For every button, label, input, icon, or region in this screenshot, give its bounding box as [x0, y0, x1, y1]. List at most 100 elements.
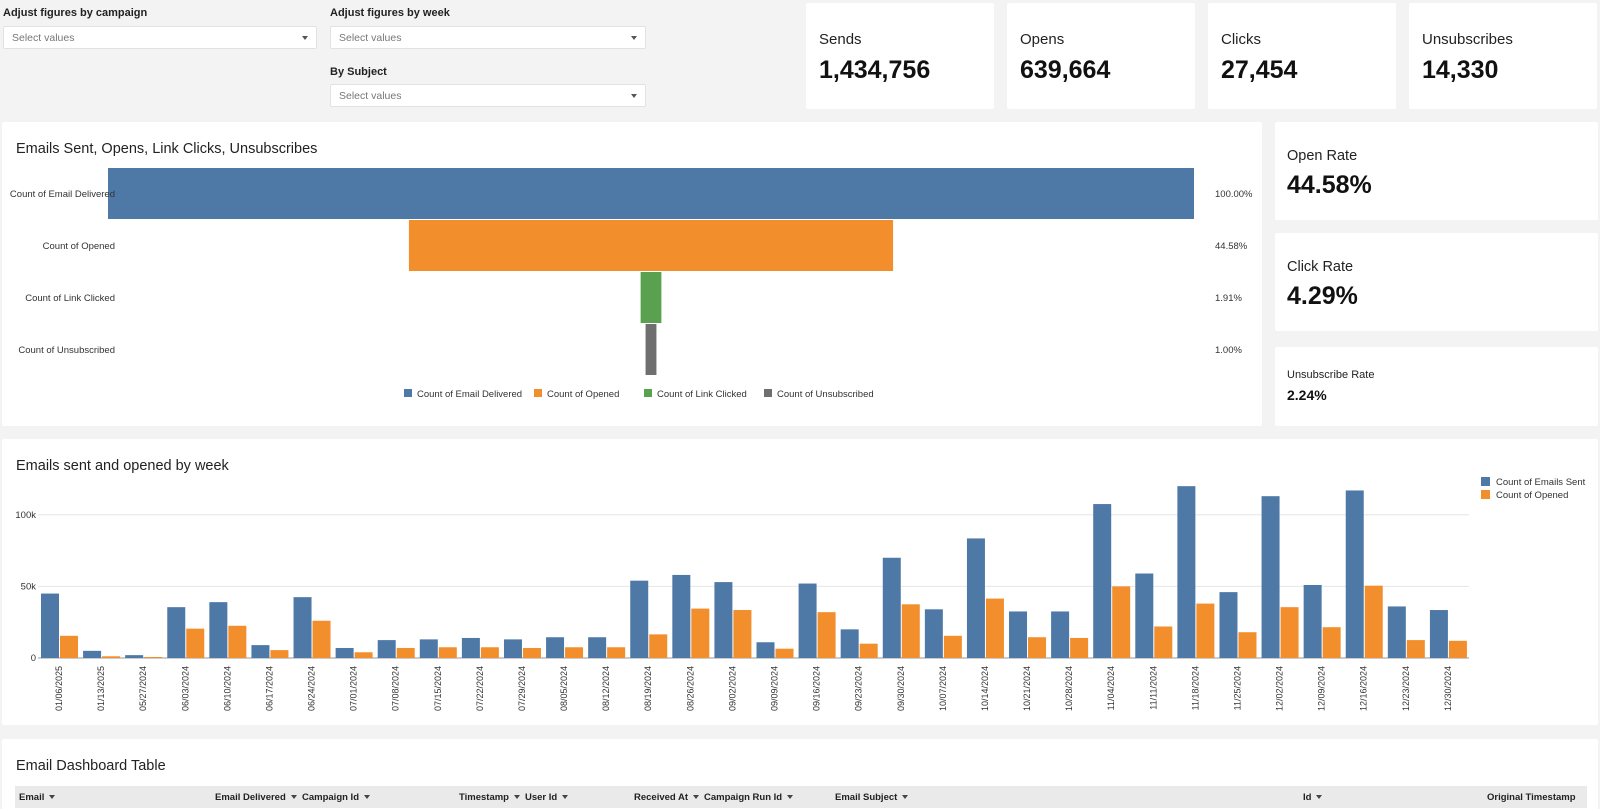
bar [251, 645, 270, 658]
bar [798, 583, 817, 658]
y-tick-label: 100k [15, 510, 36, 521]
y-tick-label: 50k [21, 581, 37, 592]
column-header-received-at[interactable]: Received At [634, 786, 700, 808]
x-tick-label: 08/12/2024 [601, 666, 611, 711]
bar [503, 639, 522, 658]
column-header-user-id[interactable]: User Id [525, 786, 569, 808]
bar [1238, 632, 1257, 658]
x-tick-label: 09/16/2024 [812, 666, 822, 711]
weekly-bar-chart-panel: Emails sent and opened by week 0 50k 100k 0… [2, 439, 1598, 725]
kpi-value: 14,330 [1422, 56, 1499, 84]
bar [588, 637, 607, 658]
bar [672, 574, 691, 658]
sort-caret-icon [49, 795, 56, 799]
bar [1387, 606, 1406, 658]
bar [438, 647, 457, 658]
bar [565, 647, 584, 658]
column-header-label: Email Delivered [215, 791, 286, 803]
bar [1364, 585, 1383, 658]
x-tick-label: 07/08/2024 [391, 666, 401, 711]
column-header-label: Campaign Run Id [704, 791, 783, 803]
bar [1028, 637, 1047, 658]
bar [859, 643, 878, 658]
bar [966, 538, 985, 658]
x-tick-label: 09/09/2024 [770, 666, 780, 711]
bar [649, 634, 668, 658]
kpi-card-opens: Opens 639,664 [1007, 3, 1195, 109]
bar [1051, 611, 1070, 658]
sort-caret-icon [290, 795, 297, 799]
kpi-label: Sends [819, 31, 862, 48]
chevron-down-icon [302, 35, 308, 40]
bar [335, 647, 354, 658]
filter-subject-select[interactable]: Select values [330, 84, 646, 107]
sort-caret-icon [562, 795, 569, 799]
x-tick-label: 09/02/2024 [727, 666, 737, 711]
column-header-label: Campaign Id [302, 791, 360, 803]
legend-label: Count of Emails Sent [1496, 477, 1586, 488]
filter-campaign-placeholder: Select values [12, 31, 75, 44]
legend-swatch [1481, 490, 1490, 499]
column-header-label: Id [1303, 791, 1312, 803]
chevron-down-icon [631, 93, 637, 98]
bar [60, 635, 78, 658]
filter-week-select[interactable]: Select values [330, 26, 646, 49]
bar [1196, 603, 1215, 658]
legend-swatch [534, 389, 542, 397]
sort-caret-icon [364, 795, 371, 799]
chevron-down-icon [631, 35, 637, 40]
bar [228, 625, 247, 658]
x-tick-label: 07/01/2024 [349, 666, 359, 711]
x-tick-label: 06/17/2024 [264, 666, 274, 711]
column-header-campaign-run-id[interactable]: Campaign Run Id [704, 786, 794, 808]
weekly-bar-chart-title: Emails sent and opened by week [16, 458, 229, 474]
kpi-value: 639,664 [1020, 56, 1111, 84]
column-header-email-delivered[interactable]: Email Delivered [215, 786, 297, 808]
bar [1177, 486, 1196, 658]
column-header-email-subject[interactable]: Email Subject [835, 786, 909, 808]
bar [817, 612, 836, 658]
filter-subject-placeholder: Select values [339, 89, 402, 102]
email-table-panel: Email Dashboard Table Email Email Delive… [2, 739, 1598, 809]
column-header-campaign-id[interactable]: Campaign Id [302, 786, 371, 808]
filter-campaign-select[interactable]: Select values [3, 26, 317, 49]
kpi-value: 4.29% [1287, 282, 1358, 310]
sort-caret-icon [513, 795, 520, 799]
x-tick-label: 11/25/2024 [1232, 666, 1242, 710]
bar [901, 604, 920, 658]
bar [924, 609, 943, 658]
sort-caret-icon [693, 795, 700, 799]
column-header-original-timestamp[interactable]: Original Timestamp [1487, 786, 1576, 808]
legend-swatch [644, 389, 652, 397]
x-tick-label: 08/26/2024 [685, 666, 695, 711]
legend-swatch [404, 389, 412, 397]
x-tick-label: 11/11/2024 [1148, 666, 1158, 710]
x-tick-label: 06/10/2024 [222, 666, 232, 711]
funnel-value-label: 44.58% [1215, 241, 1248, 252]
bar [1406, 640, 1425, 658]
sort-caret-icon [787, 795, 794, 799]
x-tick-label: 11/18/2024 [1190, 666, 1200, 710]
bar [840, 629, 859, 658]
legend-label: Count of Link Clicked [657, 389, 747, 400]
column-header-email[interactable]: Email [19, 786, 56, 808]
bar [607, 647, 626, 658]
x-tick-label: 12/16/2024 [1359, 666, 1369, 711]
bar [1429, 610, 1448, 658]
column-header-label: Email [19, 791, 45, 803]
kpi-label: Click Rate [1287, 259, 1354, 275]
column-header-timestamp[interactable]: Timestamp [459, 786, 520, 808]
kpi-value: 27,454 [1221, 56, 1298, 84]
bar [546, 637, 565, 658]
bar [186, 628, 205, 658]
kpi-label: Unsubscribes [1422, 31, 1513, 48]
x-tick-label: 10/14/2024 [980, 666, 990, 711]
column-header-id[interactable]: Id [1303, 786, 1323, 808]
funnel-value-label: 1.00% [1215, 345, 1242, 356]
bar [270, 650, 289, 658]
bar [83, 650, 102, 658]
kpi-card-unsubscribes: Unsubscribes 14,330 [1409, 3, 1597, 109]
x-tick-label: 09/23/2024 [854, 666, 864, 711]
legend-swatch [764, 389, 772, 397]
kpi-label: Opens [1020, 31, 1065, 48]
